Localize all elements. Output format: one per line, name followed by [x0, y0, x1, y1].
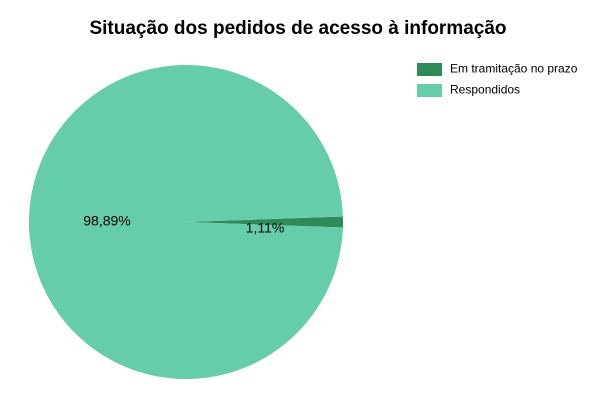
legend-swatch-em-tramitacao — [417, 63, 442, 76]
legend: Em tramitação no prazo Respondidos — [417, 62, 578, 97]
slice-label-em-tramitacao: 1,11% — [246, 220, 285, 236]
pie-slice-respondidos — [28, 64, 343, 379]
slice-label-respondidos: 98,89% — [83, 213, 130, 229]
pie-slice-em-tramitacao — [186, 216, 343, 228]
pie-slices — [28, 64, 343, 379]
legend-label-respondidos: Respondidos — [450, 83, 520, 97]
pie-slice-labels: 1,11% 98,89% — [83, 213, 284, 236]
legend-swatch-respondidos — [417, 84, 442, 97]
chart-title: Situação dos pedidos de acesso à informa… — [89, 18, 506, 39]
legend-label-em-tramitacao: Em tramitação no prazo — [450, 62, 578, 76]
